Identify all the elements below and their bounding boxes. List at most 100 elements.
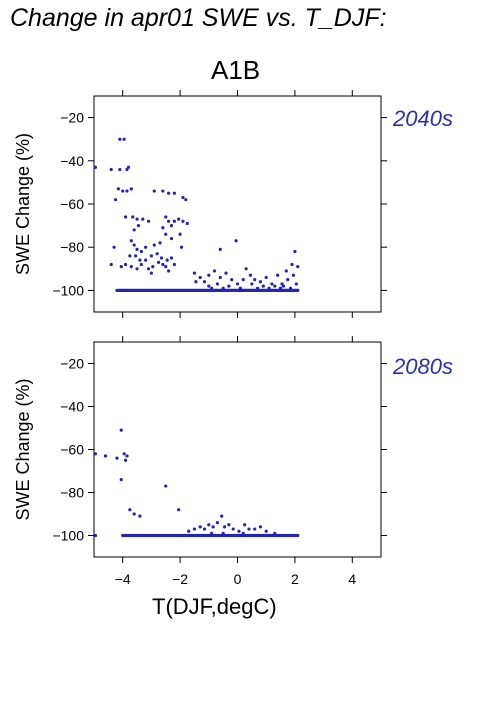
data-point	[187, 529, 191, 533]
data-point	[146, 219, 151, 223]
data-point	[119, 265, 123, 269]
data-point	[131, 215, 135, 219]
x-tick-label: −4	[115, 571, 131, 587]
data-point	[261, 284, 265, 288]
data-point	[123, 458, 128, 462]
data-point	[139, 262, 143, 267]
data-point	[177, 217, 181, 221]
data-point	[267, 286, 271, 290]
data-point	[184, 198, 188, 202]
data-point	[231, 527, 235, 531]
x-tick-label: 4	[348, 571, 356, 587]
data-point	[112, 245, 116, 249]
data-point	[220, 514, 224, 518]
y-tick-label: −100	[52, 528, 84, 544]
y-axis-label: SWE Change (%)	[13, 133, 33, 275]
data-point	[286, 278, 290, 282]
x-tick-label: 0	[234, 571, 242, 587]
data-point	[179, 245, 184, 249]
data-point	[122, 137, 126, 141]
data-point	[264, 529, 268, 533]
data-point	[198, 275, 202, 280]
data-point	[121, 189, 125, 193]
data-point	[296, 533, 300, 538]
plot-frame	[93, 341, 382, 558]
data-point	[169, 236, 174, 241]
data-point	[218, 247, 222, 251]
data-point	[109, 167, 113, 172]
data-point	[123, 215, 128, 219]
data-point	[296, 288, 300, 292]
data-point	[113, 198, 118, 202]
data-point	[129, 265, 133, 269]
data-point	[152, 243, 156, 247]
data-point	[273, 284, 277, 288]
y-tick-label: −20	[60, 110, 84, 126]
data-point	[238, 286, 242, 290]
data-point	[296, 265, 300, 269]
data-point	[93, 533, 98, 538]
data-point	[227, 284, 231, 288]
data-point	[284, 269, 288, 273]
data-point	[139, 249, 143, 254]
data-point	[155, 252, 159, 256]
data-point	[212, 269, 217, 273]
data-point	[192, 271, 197, 275]
data-point	[235, 282, 240, 286]
data-point	[128, 508, 132, 512]
data-point	[122, 452, 126, 456]
data-point	[291, 273, 296, 277]
data-point	[151, 265, 155, 269]
data-point	[290, 262, 294, 267]
data-point	[276, 273, 280, 277]
y-tick-label: −60	[60, 196, 84, 212]
data-point	[215, 521, 220, 525]
data-point	[165, 258, 169, 262]
data-point	[237, 529, 241, 533]
data-point	[164, 265, 168, 269]
data-point	[135, 217, 139, 221]
data-point	[255, 286, 260, 290]
data-point	[132, 512, 136, 516]
data-point	[146, 267, 151, 271]
data-point	[128, 254, 132, 258]
data-point	[118, 167, 122, 172]
data-point	[222, 525, 227, 529]
data-point	[218, 275, 222, 280]
data-point	[273, 531, 277, 535]
data-point	[198, 525, 202, 529]
data-point	[227, 523, 231, 527]
data-point	[194, 280, 198, 284]
data-point	[135, 247, 139, 251]
data-point	[293, 249, 297, 254]
scenario-label: A1B	[211, 55, 261, 85]
data-point	[207, 273, 211, 277]
data-point	[126, 165, 131, 169]
data-point	[152, 189, 156, 193]
data-point	[230, 278, 234, 282]
data-point	[258, 280, 263, 284]
data-point	[123, 262, 128, 267]
data-point	[93, 165, 98, 169]
data-point	[125, 189, 129, 193]
data-point	[119, 428, 123, 432]
data-point	[264, 275, 268, 280]
y-tick-label: −80	[60, 239, 84, 255]
data-point	[109, 262, 113, 267]
data-point	[215, 282, 220, 286]
data-point	[141, 217, 145, 221]
data-point	[164, 215, 168, 219]
data-point	[115, 456, 119, 460]
data-point	[294, 282, 298, 286]
data-point	[167, 269, 171, 273]
figure-title: Change in apr01 SWE vs. T_DJF:	[10, 4, 387, 32]
y-tick-label: −60	[60, 442, 84, 458]
data-point	[159, 256, 164, 260]
panel-label-2080s: 2080s	[393, 354, 453, 379]
data-point	[138, 514, 142, 518]
data-point	[161, 189, 165, 193]
data-point	[161, 226, 165, 230]
data-point	[169, 256, 174, 260]
data-point	[207, 284, 211, 288]
